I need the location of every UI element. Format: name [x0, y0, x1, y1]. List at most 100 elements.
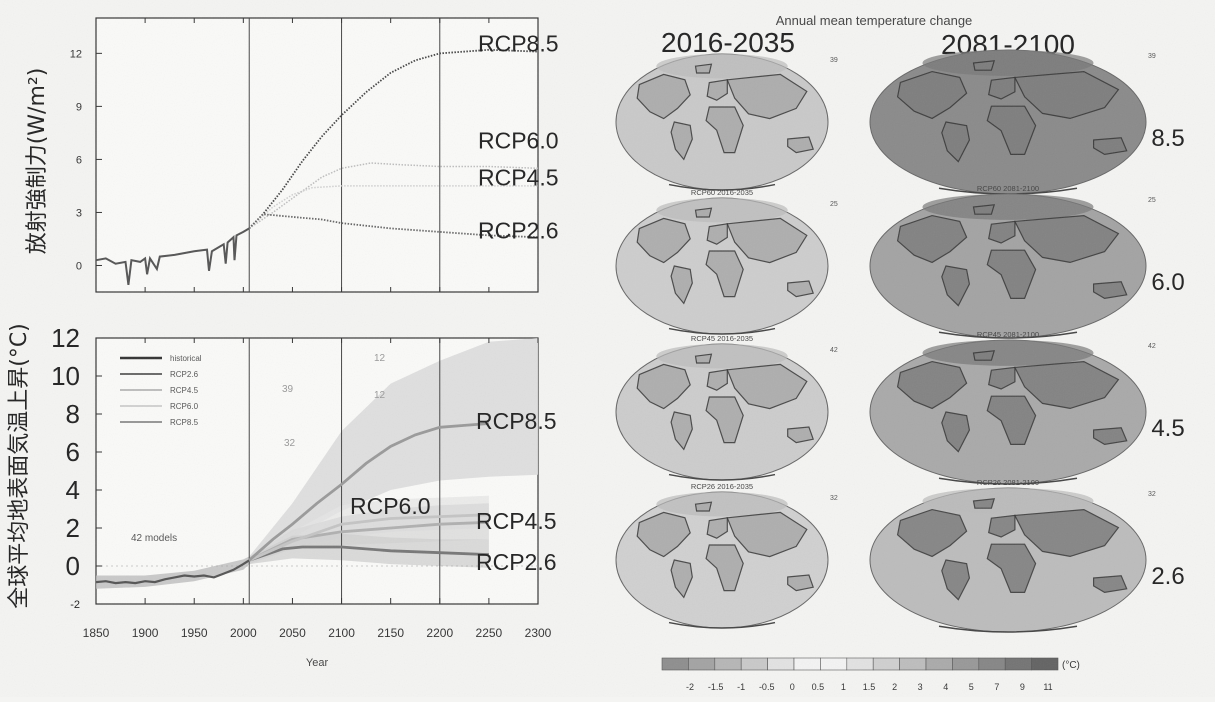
map-subtitle: RCP45 2016-2035 — [691, 334, 753, 343]
map-subtitle: RCP26 2081-2100 — [977, 478, 1039, 487]
maps-title: Annual mean temperature change — [776, 13, 973, 28]
temperature-ytick-label: 8 — [66, 399, 80, 429]
colorbar-swatch — [925, 657, 953, 671]
map-arctic — [922, 50, 1094, 76]
map-model-count: 32 — [1148, 491, 1156, 498]
temperature-xlabel: Year — [306, 657, 329, 669]
colorbar-tick-label: -0.5 — [759, 682, 775, 692]
colorbar-swatch — [1031, 657, 1059, 671]
model-count: 39 — [282, 384, 294, 395]
map-arctic — [656, 54, 788, 79]
colorbar-swatch — [661, 657, 689, 671]
colorbar-swatch — [740, 657, 768, 671]
colorbar-tick-label: 11 — [1043, 682, 1052, 692]
map-row-label-6-0: 6.0 — [1151, 269, 1184, 296]
colorbar-tick-label: -1.5 — [708, 682, 724, 692]
colorbar-tick-label: 1.5 — [863, 682, 876, 692]
temperature-xtick-label: 2250 — [476, 626, 503, 640]
map-row-label-8-5: 8.5 — [1151, 125, 1184, 152]
forcing-ytick-label: 3 — [76, 207, 82, 219]
temperature-xtick-label: 2200 — [426, 626, 453, 640]
temperature-series-label-rcp6-0: RCP6.0 — [350, 493, 431, 519]
map-row-label-2-6: 2.6 — [1151, 563, 1184, 590]
map-column-title: 2016-2035 — [661, 27, 795, 58]
map-2-6-early: RCP26 2016-2035 32 — [615, 482, 838, 629]
temperature-xtick-label: 2100 — [328, 626, 355, 640]
temperature-ytick-label: 2 — [66, 513, 80, 543]
colorbar-swatch — [688, 657, 716, 671]
legend-entry-rcp8-5: RCP8.5 — [170, 418, 199, 427]
temperature-ytick-label: -2 — [70, 599, 80, 611]
colorbar-swatch — [978, 657, 1006, 671]
models-count-label: 42 models — [131, 533, 177, 544]
colorbar-tick-label: 9 — [1020, 682, 1025, 692]
temperature-ylabel: 全球平均地表面気温上昇(°C) — [7, 323, 32, 609]
map-subtitle: RCP60 2081-2100 — [977, 184, 1039, 193]
map-arctic — [922, 340, 1094, 366]
forcing-plot-frame — [95, 17, 539, 293]
map-model-count: 39 — [1148, 53, 1156, 60]
colorbar-swatch — [872, 657, 900, 671]
temperature-ytick-label: 10 — [51, 361, 80, 391]
forcing-panel: 0 3 6 9 12 放射強制力(W/m²) RCP8.5 RCP6.0 RCP4.5 RCP2.… — [25, 17, 559, 293]
map-4-5-late: RCP45 2081-2100 42 — [869, 330, 1156, 485]
colorbar-tick-label: 0 — [790, 682, 795, 692]
map-model-count: 25 — [1148, 197, 1156, 204]
colorbar-tick-label: 7 — [994, 682, 999, 692]
map-continent — [694, 501, 713, 512]
map-continent — [694, 207, 713, 218]
temperature-xtick-label: 2300 — [525, 626, 552, 640]
map-model-count: 42 — [1148, 343, 1156, 350]
map-arctic — [656, 344, 788, 369]
temperature-xtick-label: 2150 — [377, 626, 404, 640]
map-model-count: 42 — [830, 347, 838, 354]
temperature-xtick-label: 2050 — [279, 626, 306, 640]
colorbar-tick-label: -1 — [737, 682, 745, 692]
temperature-series-label-rcp2-6: RCP2.6 — [476, 549, 557, 575]
colorbar-swatch — [767, 657, 795, 671]
map-model-count: 39 — [830, 57, 838, 64]
map-subtitle: RCP45 2081-2100 — [977, 330, 1039, 339]
temperature-panel: -2 0 2 4 6 8 10 12 1850 1900 1950 2000 2050 2100 2150 2… — [7, 323, 557, 669]
colorbar-tick-label: 1 — [841, 682, 846, 692]
colorbar-unit: (°C) — [1062, 660, 1080, 671]
map-subtitle: RCP60 2016-2035 — [691, 188, 753, 197]
map-2-6-late: RCP26 2081-2100 32 — [869, 478, 1156, 633]
temperature-xtick-label: 1850 — [83, 626, 110, 640]
map-arctic — [922, 194, 1094, 220]
model-count: 12 — [374, 353, 386, 364]
temperature-ytick-label: 4 — [66, 475, 80, 505]
model-count: 32 — [284, 438, 296, 449]
legend-entry-rcp6-0: RCP6.0 — [170, 402, 199, 411]
colorbar-swatch — [1004, 657, 1032, 671]
map-model-count: 32 — [830, 495, 838, 502]
colorbar-swatch — [952, 657, 980, 671]
colorbar-tick-label: 0.5 — [812, 682, 825, 692]
legend-entry-rcp4-5: RCP4.5 — [170, 386, 199, 395]
forcing-ytick-label: 9 — [76, 101, 82, 113]
forcing-ytick-label: 6 — [76, 154, 82, 166]
forcing-ytick-label: 12 — [70, 48, 82, 60]
map-subtitle: RCP26 2016-2035 — [691, 482, 753, 491]
map-model-count: 25 — [830, 201, 838, 208]
forcing-series-label-rcp2-6: RCP2.6 — [478, 218, 559, 244]
colorbar-tick-label: -2 — [686, 682, 694, 692]
map-continent — [972, 204, 996, 215]
map-6-0-early: RCP60 2016-2035 25 — [615, 188, 838, 335]
map-6-0-late: RCP60 2081-2100 25 — [869, 184, 1156, 339]
temperature-series-label-rcp8-5: RCP8.5 — [476, 408, 557, 434]
forcing-series-label-rcp8-5: RCP8.5 — [478, 30, 559, 56]
map-continent — [972, 498, 996, 509]
colorbar-swatch — [846, 657, 874, 671]
temperature-ytick-label: 6 — [66, 437, 80, 467]
forcing-ytick-label: 0 — [76, 260, 82, 272]
colorbar-swatch — [793, 657, 821, 671]
temperature-xtick-label: 2000 — [230, 626, 257, 640]
map-continent — [694, 353, 713, 364]
map-continent — [694, 63, 713, 74]
map-row-label-4-5: 4.5 — [1151, 415, 1184, 442]
temperature-xtick-label: 1900 — [132, 626, 159, 640]
